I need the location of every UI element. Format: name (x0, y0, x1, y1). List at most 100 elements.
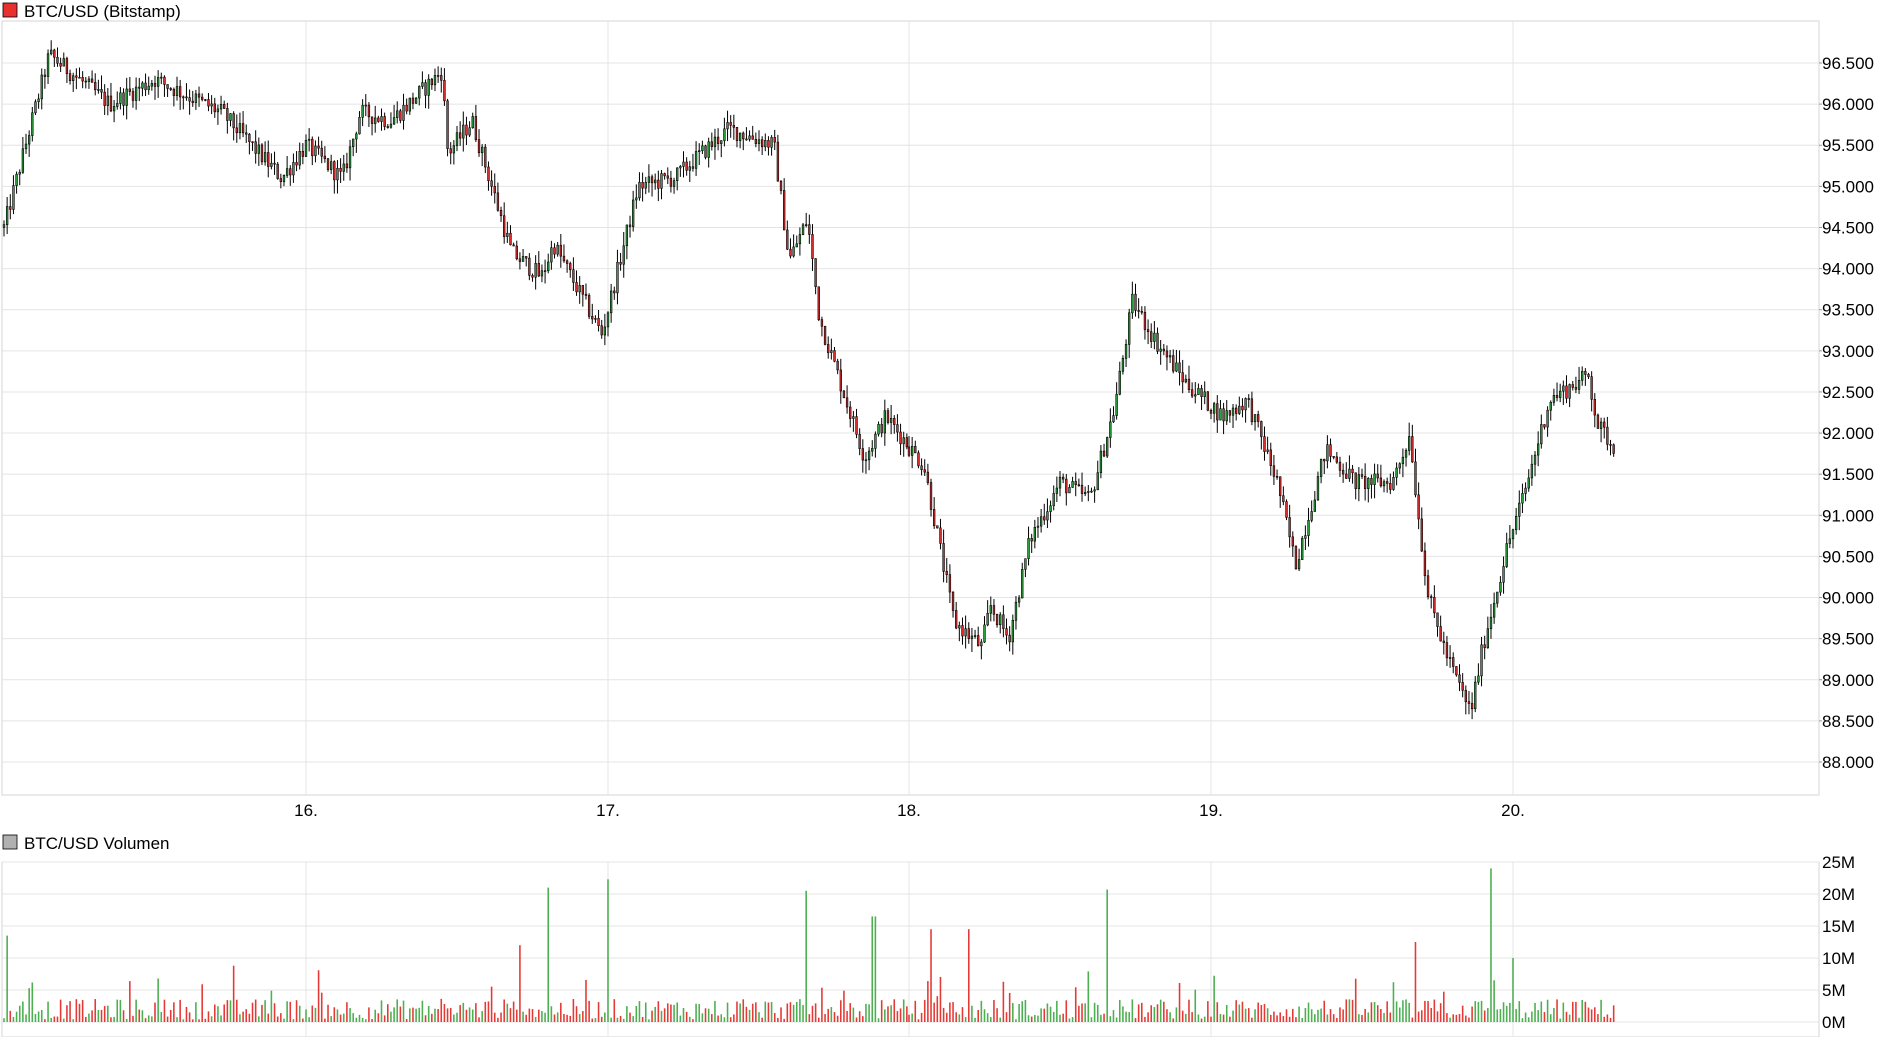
volume-bar (1062, 1013, 1064, 1022)
volume-bar (1292, 1008, 1294, 1022)
volume-bar (591, 1018, 594, 1022)
candle-down (933, 509, 936, 527)
candle-down (289, 168, 292, 176)
candle-up (462, 124, 465, 139)
candle-down (1461, 682, 1464, 691)
candle-up (1090, 490, 1093, 493)
candle-down (1206, 391, 1210, 411)
candle-down (907, 446, 911, 456)
candle-down (1376, 473, 1379, 479)
candle-up (867, 450, 871, 461)
volume-bar (1046, 1003, 1049, 1022)
candle-down (855, 416, 858, 435)
candle-up (421, 82, 424, 87)
volume-bar (431, 1013, 433, 1022)
price-y-tick-label: 95.500 (1822, 136, 1874, 155)
price-chart-title: BTC/USD (Bitstamp) (24, 2, 181, 21)
candle-up (182, 96, 185, 99)
volume-bar (1458, 1014, 1461, 1022)
volume-bar (509, 1008, 512, 1022)
candle-up (282, 175, 286, 182)
volume-bar (971, 1005, 973, 1022)
volume-bar (1389, 1012, 1392, 1022)
volume-bar (1181, 1010, 1184, 1022)
volume-bar (1285, 1009, 1288, 1022)
candle-up (216, 108, 220, 113)
volume-bar (761, 1017, 763, 1022)
candle-down (68, 73, 72, 81)
candle-down (1181, 372, 1184, 383)
candle-down (1190, 389, 1194, 397)
candle-down (833, 350, 836, 362)
volume-bar (936, 996, 939, 1022)
volume-bar (830, 1007, 833, 1022)
volume-bar (481, 1011, 483, 1022)
volume-bar (358, 1014, 361, 1022)
candle-up (1014, 601, 1018, 621)
volume-bar (707, 1008, 710, 1022)
candle-up (1084, 492, 1087, 494)
volume-bar (245, 1009, 248, 1022)
volume-bar (1578, 1017, 1580, 1022)
volume-bar (1590, 1009, 1593, 1022)
volume-bar (390, 1011, 392, 1022)
volume-bar (355, 1017, 358, 1022)
volume-bar (226, 1000, 229, 1022)
candle-up (97, 89, 100, 91)
volume-bar (81, 999, 84, 1022)
volume-bar (1581, 999, 1583, 1022)
volume-bar (239, 1014, 241, 1022)
candle-down (518, 258, 522, 262)
volume-bar (871, 916, 874, 1022)
candle-up (364, 104, 367, 107)
volume-bar (327, 1004, 329, 1022)
candle-down (920, 465, 923, 471)
volume-bar (1559, 1018, 1561, 1022)
volume-bar (1509, 1002, 1511, 1022)
volume-bar (1185, 1013, 1187, 1022)
candle-down (754, 139, 758, 144)
volume-bar (424, 1015, 427, 1022)
volume-bar (1411, 1017, 1414, 1022)
volume-bar (964, 1017, 967, 1022)
volume-bar (1090, 1017, 1093, 1022)
candle-up (672, 180, 676, 187)
candle-down (295, 162, 298, 166)
volume-bar (880, 1000, 883, 1022)
candle-down (1423, 550, 1427, 577)
volume-bar (1106, 889, 1108, 1022)
volume-bar (1424, 1000, 1426, 1022)
volume-bar (1065, 1000, 1068, 1022)
candle-up (830, 350, 833, 353)
volume-bar (484, 1001, 487, 1022)
candle-up (389, 123, 393, 128)
candle-down (1571, 384, 1574, 388)
candle-down (905, 437, 909, 448)
volume-bar (317, 970, 320, 1022)
candle-down (1077, 484, 1081, 486)
candle-up (1017, 597, 1021, 603)
volume-bar (1150, 1005, 1153, 1022)
volume-bar (1295, 1017, 1297, 1022)
volume-bar (456, 1012, 458, 1022)
volume-bar (622, 1018, 625, 1022)
candle-up (1546, 409, 1549, 428)
volume-bar (648, 1019, 650, 1022)
volume-bar (405, 1019, 408, 1022)
volume-bar (421, 1000, 424, 1022)
volume-y-tick-label: 15M (1822, 917, 1855, 936)
candle-down (1043, 516, 1046, 521)
candle-down (1436, 612, 1439, 627)
candle-down (1102, 450, 1106, 457)
candle-down (776, 141, 780, 182)
candle-down (458, 132, 462, 139)
candle-down (1445, 642, 1449, 659)
volume-bar (1546, 999, 1549, 1022)
volume-bar (31, 982, 34, 1022)
candle-down (817, 286, 820, 320)
volume-bar (739, 1003, 741, 1022)
candle-up (1225, 410, 1228, 422)
candle-up (468, 127, 471, 136)
candle-up (1401, 456, 1405, 465)
volume-bar (698, 1003, 701, 1022)
